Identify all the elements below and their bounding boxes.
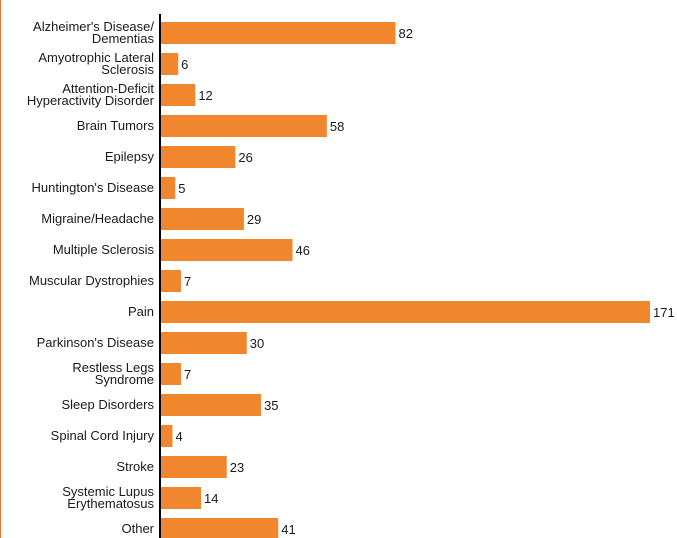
category-label: Muscular Dystrophies: [29, 273, 154, 288]
bar: [161, 456, 227, 478]
bar: [161, 239, 293, 261]
category-label: Syndrome: [95, 372, 154, 387]
bar: [161, 115, 327, 137]
category-label: Spinal Cord Injury: [51, 428, 155, 443]
value-label: 7: [184, 274, 191, 289]
bar: [161, 177, 176, 199]
bar: [161, 394, 262, 416]
bar: [161, 487, 202, 509]
category-label: Attention-Deficit: [62, 81, 154, 96]
value-labels: 82 6 12 58 26 5 29 46 7 171 30 7 35 4 23 14 41: [175, 26, 674, 537]
bar: [161, 363, 182, 385]
page-edge-stripe: [0, 0, 1, 538]
bar: [161, 53, 179, 75]
value-label: 14: [204, 491, 218, 506]
value-label: 4: [175, 429, 182, 444]
bar: [161, 84, 196, 106]
category-label: Other: [121, 521, 154, 536]
category-label: Sleep Disorders: [62, 397, 155, 412]
value-label: 7: [184, 367, 191, 382]
category-label: Sclerosis: [101, 62, 154, 77]
value-label: 23: [230, 460, 244, 475]
category-label: Restless Legs: [72, 360, 154, 375]
category-label: Hyperactivity Disorder: [27, 93, 155, 108]
value-label: 58: [330, 119, 344, 134]
value-label: 82: [398, 26, 412, 41]
category-label: Brain Tumors: [77, 118, 155, 133]
category-label: Alzheimer's Disease/: [33, 19, 154, 34]
value-label: 171: [653, 305, 675, 320]
bar: [161, 22, 396, 44]
category-label: Epilepsy: [105, 149, 155, 164]
bar: [161, 270, 182, 292]
bar: [161, 518, 279, 538]
bar: [161, 208, 244, 230]
category-label: Multiple Sclerosis: [53, 242, 155, 257]
category-label: Systemic Lupus: [62, 484, 154, 499]
bars: [161, 22, 650, 538]
category-labels: Alzheimer's Disease/Dementias Amyotrophic…: [27, 19, 155, 536]
category-label: Migraine/Headache: [41, 211, 154, 226]
category-label: Erythematosus: [67, 496, 154, 511]
category-label: Pain: [128, 304, 154, 319]
bar: [161, 425, 173, 447]
bar: [161, 301, 650, 323]
value-label: 46: [296, 243, 310, 258]
value-label: 41: [281, 522, 295, 537]
category-label: Parkinson's Disease: [37, 335, 154, 350]
value-label: 12: [198, 88, 212, 103]
category-label: Huntington's Disease: [32, 180, 154, 195]
value-label: 29: [247, 212, 261, 227]
value-label: 26: [238, 150, 252, 165]
category-label: Dementias: [92, 31, 155, 46]
bar: [161, 146, 236, 168]
value-label: 30: [250, 336, 264, 351]
category-label: Amyotrophic Lateral: [38, 50, 154, 65]
value-label: 5: [178, 181, 185, 196]
value-label: 35: [264, 398, 278, 413]
bar: [161, 332, 247, 354]
category-label: Stroke: [116, 459, 154, 474]
value-label: 6: [181, 57, 188, 72]
